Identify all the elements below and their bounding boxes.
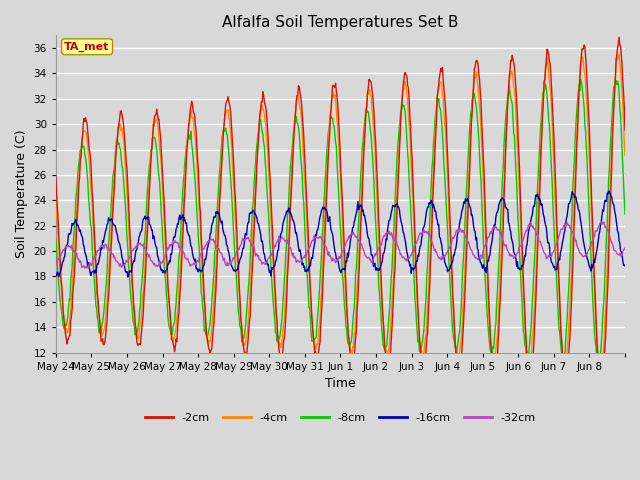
Legend: -2cm, -4cm, -8cm, -16cm, -32cm: -2cm, -4cm, -8cm, -16cm, -32cm bbox=[140, 409, 540, 428]
Title: Alfalfa Soil Temperatures Set B: Alfalfa Soil Temperatures Set B bbox=[222, 15, 459, 30]
Text: TA_met: TA_met bbox=[65, 42, 109, 52]
Y-axis label: Soil Temperature (C): Soil Temperature (C) bbox=[15, 130, 28, 258]
X-axis label: Time: Time bbox=[325, 377, 356, 390]
